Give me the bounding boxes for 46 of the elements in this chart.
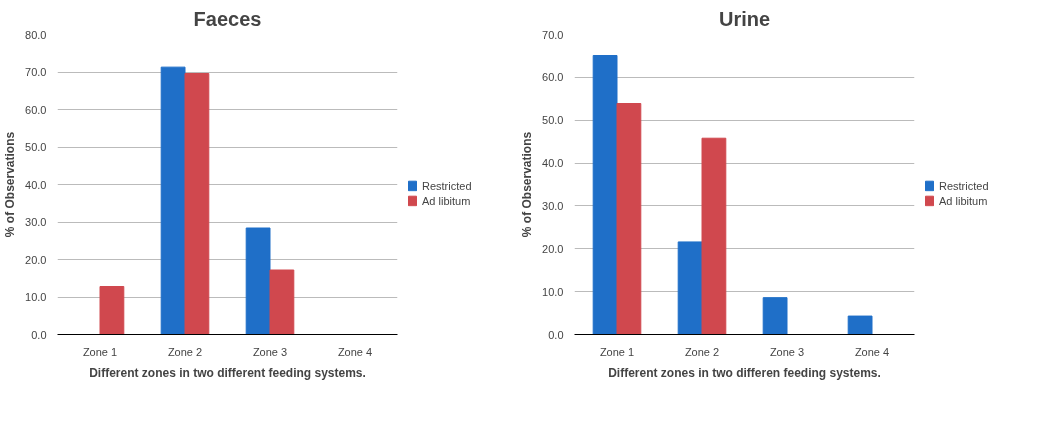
- y-tick-label: 60.0: [542, 71, 564, 84]
- bar: [616, 103, 642, 335]
- chart-title: Faeces: [193, 7, 262, 30]
- y-tick-label: 30.0: [25, 216, 47, 228]
- y-tick-label: 10.0: [25, 291, 47, 303]
- legend-label: Restricted: [422, 179, 472, 192]
- x-tick-label: Zone 1: [599, 345, 635, 358]
- y-axis-title: % of Observations: [3, 131, 18, 238]
- bar: [269, 269, 295, 335]
- x-tick-label: Zone 3: [769, 345, 805, 358]
- bar: [99, 286, 125, 335]
- y-axis-title: % of Observations: [520, 131, 535, 238]
- x-tick-label: Zone 2: [684, 345, 720, 358]
- bar: [160, 66, 186, 335]
- bar: [592, 55, 618, 335]
- legend-label: Ad libitum: [422, 194, 471, 207]
- y-tick-label: 70.0: [25, 66, 47, 78]
- x-tick-label: Zone 4: [337, 345, 373, 358]
- chart-title: Urine: [718, 7, 771, 30]
- legend-label: Restricted: [939, 179, 989, 192]
- y-tick-label: 0.0: [548, 328, 564, 341]
- x-axis-title: Different zones in two different feeding systems.: [89, 365, 366, 380]
- bar: [701, 137, 727, 335]
- y-tick-label: 20.0: [25, 253, 47, 266]
- y-tick-label: 50.0: [542, 114, 564, 127]
- x-tick-label: Zone 3: [252, 345, 288, 358]
- legend-label: Ad libitum: [939, 194, 988, 207]
- y-tick-label: 70.0: [542, 28, 564, 41]
- x-axis-title: Different zones in two differen feeding systems.: [608, 365, 881, 380]
- y-tick-label: 80.0: [25, 28, 47, 41]
- x-tick-label: Zone 2: [167, 345, 203, 358]
- y-tick-label: 50.0: [25, 141, 47, 153]
- y-tick-label: 30.0: [542, 199, 564, 212]
- y-tick-label: 0.0: [31, 328, 47, 341]
- y-tick-label: 10.0: [542, 285, 564, 298]
- bar: [677, 241, 703, 335]
- bar: [245, 227, 271, 335]
- bar: [184, 73, 210, 335]
- bar: [762, 297, 788, 335]
- x-tick-label: Zone 4: [854, 345, 890, 358]
- y-tick-label: 40.0: [542, 157, 564, 170]
- y-tick-label: 20.0: [542, 242, 564, 255]
- bar: [847, 315, 873, 335]
- y-tick-label: 40.0: [25, 178, 47, 191]
- x-tick-label: Zone 1: [82, 345, 118, 358]
- y-tick-label: 60.0: [25, 103, 47, 116]
